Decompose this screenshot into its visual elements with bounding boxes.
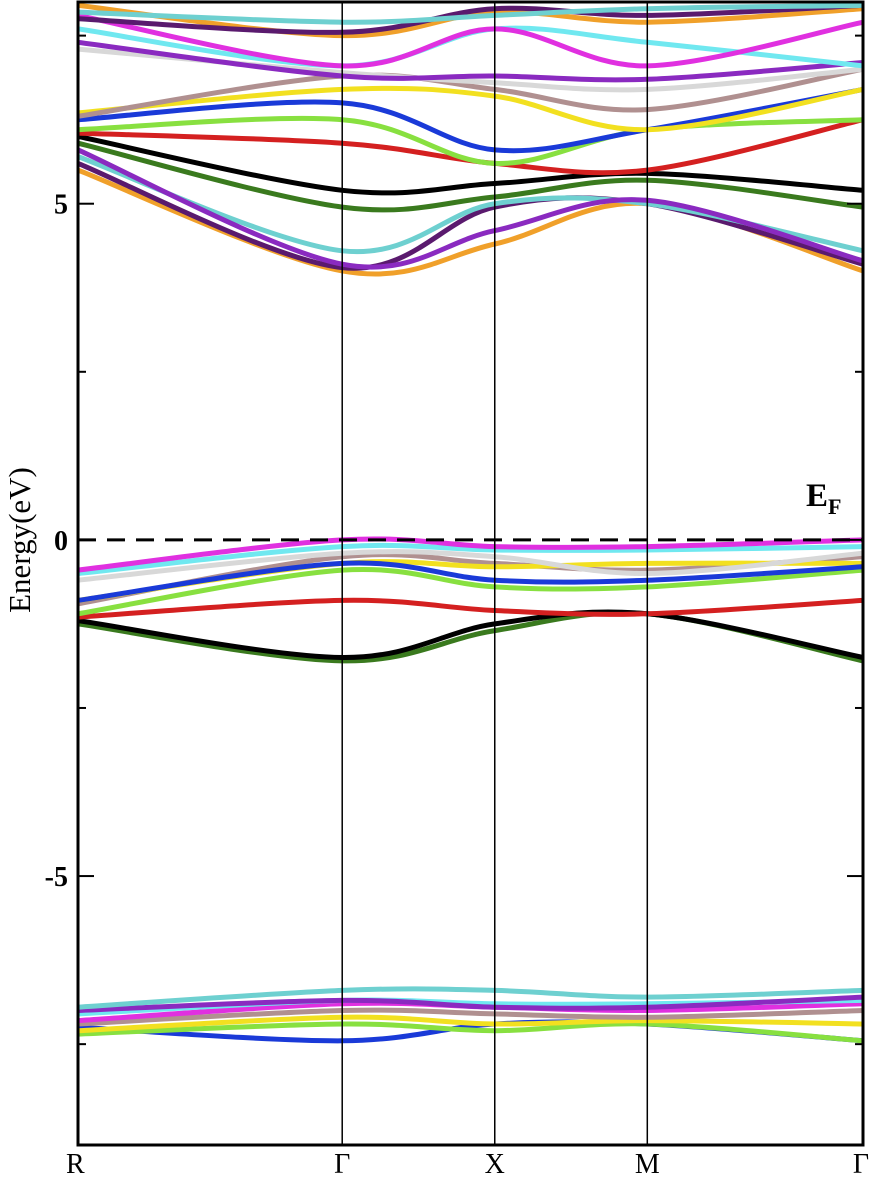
band-line-9 [78, 86, 863, 154]
fermi-level-label: EF [806, 478, 841, 519]
band-line-19 [78, 610, 863, 664]
k-point-label: M [635, 1149, 660, 1180]
k-point-label: X [485, 1149, 505, 1180]
y-tick-labels: -5 0 5 [45, 190, 68, 893]
y-axis-title: Energy(eV) [2, 467, 37, 613]
y-tick-label: 5 [54, 190, 68, 221]
y-tick-label: 0 [54, 526, 68, 557]
band-line-21 [78, 597, 863, 620]
band-line-4 [78, 147, 863, 270]
band-line-8 [78, 115, 863, 166]
fermi-label-subscript: F [828, 494, 841, 519]
fermi-level: EF [78, 478, 863, 542]
band-series-layer [78, 2, 863, 1044]
k-point-label: Γ [334, 1149, 350, 1180]
band-line-2 [78, 160, 863, 271]
k-point-label: Γ [853, 1149, 869, 1180]
fermi-label-main: E [806, 478, 828, 514]
band-line-5 [78, 140, 863, 213]
k-point-lines [341, 2, 649, 1145]
axis-ticks [78, 34, 863, 1046]
plot-frame [76, 0, 865, 1147]
k-point-label: R [66, 1149, 85, 1180]
band-line-15 [78, 12, 863, 69]
y-tick-label: -5 [45, 862, 68, 893]
